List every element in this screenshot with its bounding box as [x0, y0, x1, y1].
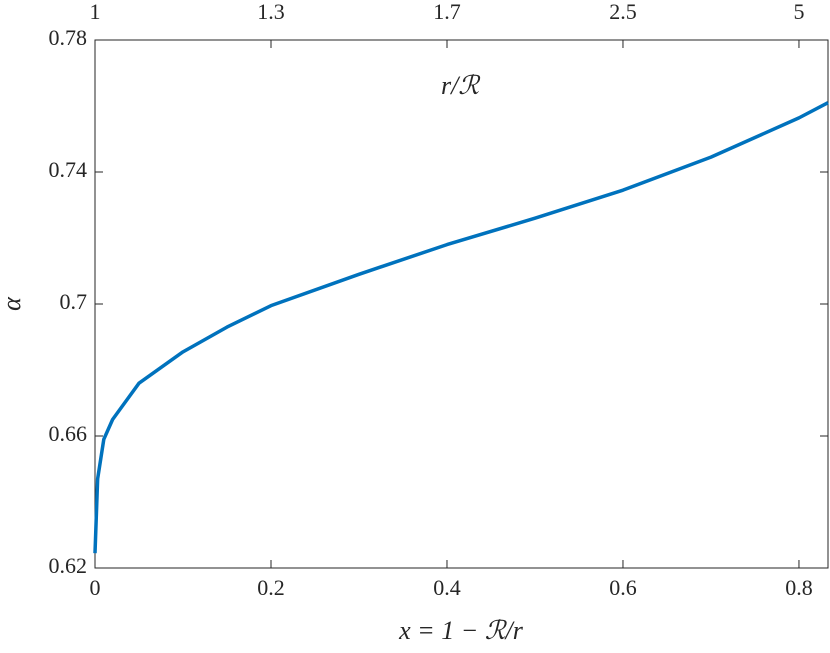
- x2-tick-label: 2.5: [609, 0, 637, 24]
- x2-tick-label: 1.7: [433, 0, 461, 24]
- x-tick-label: 0: [90, 575, 101, 600]
- x2-tick-label: 1: [90, 0, 101, 24]
- x2-tick-label: 5: [793, 0, 804, 24]
- y-tick-label: 0.62: [49, 553, 88, 578]
- y-axis-label: α: [0, 296, 26, 311]
- y-tick-label: 0.7: [60, 289, 88, 314]
- y-tick-label: 0.74: [49, 157, 88, 182]
- x2-tick-label: 1.3: [257, 0, 285, 24]
- y-tick-label: 0.66: [49, 421, 88, 446]
- x-tick-label: 0.8: [785, 575, 813, 600]
- x-axis-label: x = 1 − ℛ/r: [398, 616, 524, 645]
- x2-axis-label: r/ℛ: [441, 71, 481, 100]
- y-tick-label: 0.78: [49, 25, 88, 50]
- x-tick-label: 0.2: [257, 575, 285, 600]
- x-tick-label: 0.6: [609, 575, 637, 600]
- x-tick-label: 0.4: [433, 575, 461, 600]
- data-line: [93, 101, 829, 554]
